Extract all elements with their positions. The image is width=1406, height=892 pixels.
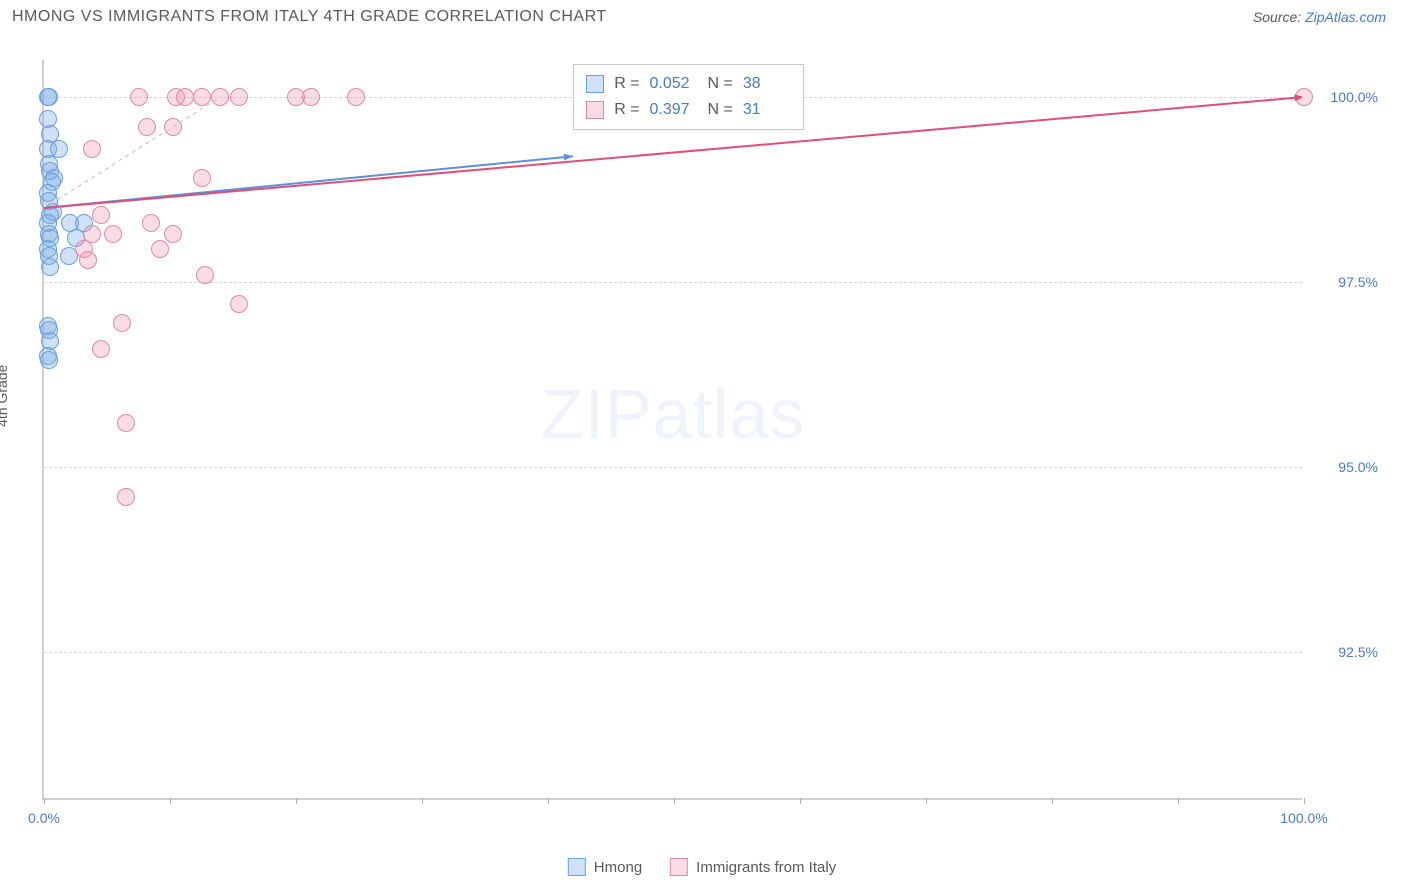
data-point [117, 414, 135, 432]
x-tick [44, 798, 45, 804]
x-tick [1304, 798, 1305, 804]
x-tick-label: 0.0% [28, 810, 60, 826]
stat-r-label: R = [614, 101, 639, 119]
data-point [138, 118, 156, 136]
legend: Hmong Immigrants from Italy [568, 858, 836, 876]
stats-swatch [586, 101, 604, 119]
x-tick [422, 798, 423, 804]
plot-area: ZIPatlas 92.5%95.0%97.5%100.0%0.0%100.0%… [42, 60, 1302, 800]
stats-box: R = 0.052 N = 38 R = 0.397 N = 31 [573, 64, 804, 130]
data-point [130, 88, 148, 106]
legend-label-hmong: Hmong [594, 859, 642, 876]
y-tick-label: 95.0% [1338, 459, 1378, 475]
gridline [44, 282, 1302, 283]
source-link[interactable]: ZipAtlas.com [1305, 9, 1386, 25]
x-tick-label: 100.0% [1280, 810, 1327, 826]
page-title: HMONG VS IMMIGRANTS FROM ITALY 4TH GRADE… [12, 8, 607, 26]
data-point [151, 240, 169, 258]
data-point [164, 225, 182, 243]
stats-swatch [586, 75, 604, 93]
x-tick [170, 798, 171, 804]
x-tick [1178, 798, 1179, 804]
x-tick [548, 798, 549, 804]
data-point [164, 118, 182, 136]
stat-n-label: N = [708, 75, 733, 93]
data-point [176, 88, 194, 106]
y-axis-label: 4th Grade [0, 365, 10, 427]
stat-n-label: N = [708, 101, 733, 119]
data-point [92, 340, 110, 358]
data-point [40, 351, 58, 369]
data-point [196, 266, 214, 284]
data-point [1295, 88, 1313, 106]
y-tick-label: 97.5% [1338, 274, 1378, 290]
x-tick [926, 798, 927, 804]
watermark: ZIPatlas [541, 374, 806, 454]
stat-r-label: R = [614, 75, 639, 93]
watermark-zip: ZIP [541, 375, 653, 453]
data-point [193, 88, 211, 106]
stat-n-value: 38 [743, 75, 791, 93]
data-point [193, 169, 211, 187]
x-tick [674, 798, 675, 804]
data-point [83, 140, 101, 158]
stats-row: R = 0.052 N = 38 [586, 71, 791, 97]
trend-lines [44, 60, 1302, 798]
gridline [44, 652, 1302, 653]
legend-swatch-italy [670, 858, 688, 876]
stats-row: R = 0.397 N = 31 [586, 97, 791, 123]
data-point [302, 88, 320, 106]
data-point [104, 225, 122, 243]
legend-label-italy: Immigrants from Italy [696, 859, 836, 876]
data-point [92, 206, 110, 224]
legend-swatch-hmong [568, 858, 586, 876]
x-tick [296, 798, 297, 804]
y-tick-label: 92.5% [1338, 644, 1378, 660]
y-tick-label: 100.0% [1331, 89, 1378, 105]
data-point [79, 251, 97, 269]
data-point [41, 258, 59, 276]
correlation-chart: 4th Grade ZIPatlas 92.5%95.0%97.5%100.0%… [42, 60, 1362, 840]
stat-r-value: 0.397 [650, 101, 698, 119]
data-point [113, 314, 131, 332]
stat-n-value: 31 [743, 101, 791, 119]
gridline [44, 467, 1302, 468]
legend-item-hmong: Hmong [568, 858, 642, 876]
source-attribution: Source: ZipAtlas.com [1253, 9, 1386, 25]
watermark-atlas: atlas [653, 375, 806, 453]
source-label: Source: [1253, 9, 1305, 25]
legend-item-italy: Immigrants from Italy [670, 858, 836, 876]
x-tick [1052, 798, 1053, 804]
data-point [230, 88, 248, 106]
data-point [347, 88, 365, 106]
stat-r-value: 0.052 [650, 75, 698, 93]
data-point [211, 88, 229, 106]
data-point [40, 88, 58, 106]
data-point [230, 295, 248, 313]
x-tick [800, 798, 801, 804]
data-point [117, 488, 135, 506]
data-point [142, 214, 160, 232]
